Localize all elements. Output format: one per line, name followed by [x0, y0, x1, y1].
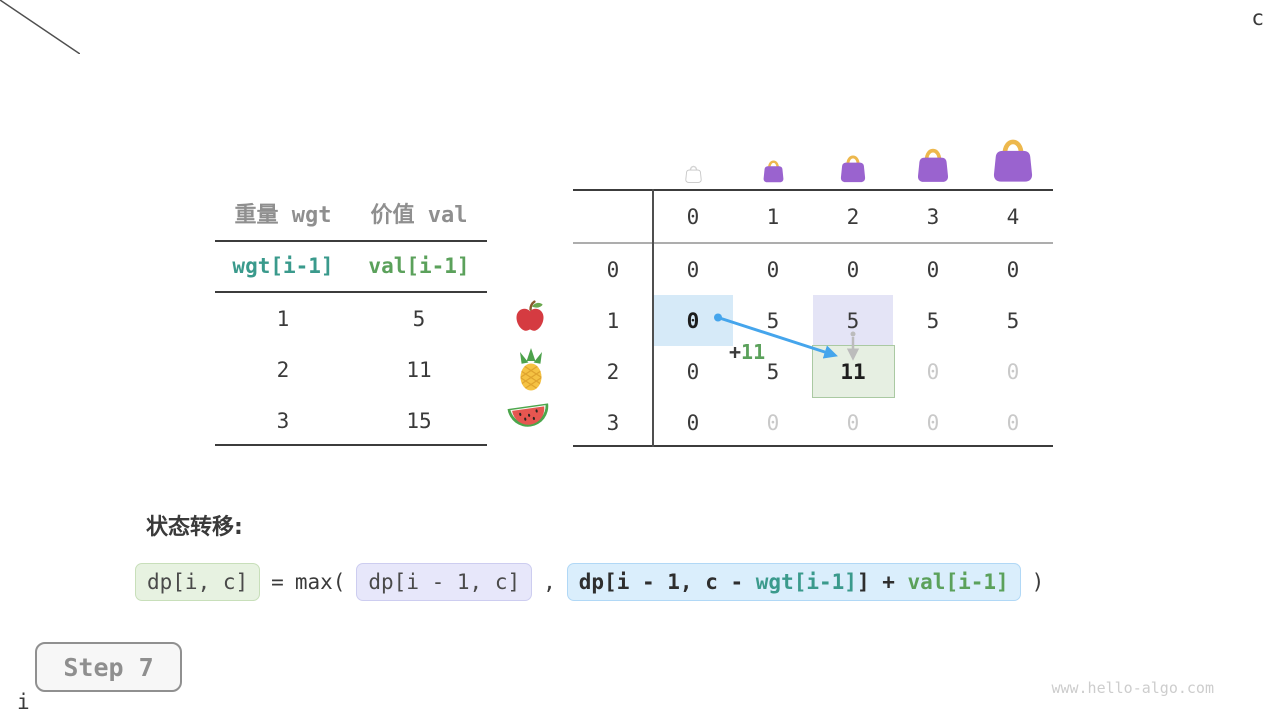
items-table-mid-divider	[215, 291, 487, 293]
item-axis-label: i	[17, 690, 30, 714]
dp-cell: 0	[1006, 257, 1020, 282]
dp-vertical-divider	[652, 189, 654, 447]
dp-cell: 0	[926, 359, 940, 384]
weight-column-header: 重量 wgt	[234, 203, 332, 228]
dp-cell: 0	[1006, 359, 1020, 384]
item-cell: 5	[412, 306, 426, 331]
formula-part-teal: wgt[i-1]	[755, 570, 857, 594]
formula-part-dark: ] +	[856, 570, 908, 594]
bag-icon-capacity-2	[838, 150, 868, 187]
formula-part-dark: dp[i - 1, c -	[578, 570, 756, 594]
close-paren: )	[1031, 570, 1045, 594]
dp-cell: 11	[840, 359, 866, 384]
bag-icon-capacity-4	[989, 131, 1037, 187]
dp-col-header: 0	[686, 205, 700, 229]
bag-icon-capacity-1	[761, 156, 786, 187]
item-cell: 15	[406, 408, 432, 433]
dp-cell: 5	[846, 308, 860, 333]
item-cell: 11	[406, 357, 432, 382]
dp-col-header: 2	[846, 205, 860, 229]
items-table-rows: 1 5 2 11 3 15	[215, 293, 487, 446]
state-transition-formula: dp[i, c] = max( dp[i - 1, c] , dp[i - 1,…	[135, 562, 1044, 602]
formula-arg1-box: dp[i - 1, c]	[356, 563, 533, 601]
items-table-bottom-divider	[215, 444, 487, 446]
apple-icon	[511, 297, 551, 339]
dp-cell: 0	[846, 410, 860, 435]
dp-row-header: 1	[606, 308, 620, 333]
value-column-header: 价值 val	[370, 203, 468, 228]
dp-row-header: 2	[606, 359, 620, 384]
gain-value: 11	[741, 340, 766, 364]
dp-cell: 0	[766, 410, 780, 435]
dp-cell: 0	[1006, 410, 1020, 435]
dp-row-header: 3	[606, 410, 620, 435]
dp-cell: 0	[686, 359, 700, 384]
dp-cell: 5	[926, 308, 940, 333]
item-row: 2 11	[215, 344, 487, 395]
item-cell: 1	[276, 306, 290, 331]
watermelon-icon	[505, 398, 550, 445]
items-table-header: 重量 wgt 价值 val	[215, 197, 487, 229]
bag-icon-capacity-3	[914, 142, 952, 187]
formula-arg2-box: dp[i - 1, c - wgt[i-1]] + val[i-1]	[566, 563, 1021, 601]
dp-cell: 5	[766, 308, 780, 333]
pineapple-icon	[513, 348, 553, 391]
items-table-index-row: wgt[i-1] val[i-1]	[215, 254, 487, 278]
item-cell: 3	[276, 408, 290, 433]
item-row: 3 15	[215, 395, 487, 446]
items-table-top-divider	[215, 240, 487, 242]
transition-gain-annotation: +11	[729, 340, 765, 364]
dp-cell: 0	[686, 308, 700, 333]
dp-corner-cell: c i	[0, 0, 1264, 714]
dp-cell: 0	[766, 257, 780, 282]
dp-top-border	[573, 189, 1053, 191]
item-cell: 2	[276, 357, 290, 382]
dp-row-header: 0	[606, 257, 620, 282]
plus-sign: +	[729, 340, 742, 364]
equals-sign: =	[271, 570, 284, 594]
dp-cell: 0	[686, 257, 700, 282]
diagonal-line	[0, 0, 80, 54]
formula-label: 状态转移:	[146, 515, 243, 540]
dp-header-divider	[573, 242, 1053, 244]
dp-col-header: 1	[766, 205, 780, 229]
dp-col-header: 3	[926, 205, 940, 229]
val-index-label: val[i-1]	[368, 254, 470, 278]
formula-part-green: val[i-1]	[907, 570, 1009, 594]
max-open: max(	[294, 570, 346, 594]
dp-cell: 5	[766, 359, 780, 384]
watermark: www.hello-algo.com	[1051, 679, 1214, 697]
dp-col-header: 4	[1006, 205, 1020, 229]
formula-lhs-box: dp[i, c]	[135, 563, 261, 601]
dp-cell: 0	[926, 410, 940, 435]
wgt-index-label: wgt[i-1]	[232, 254, 334, 278]
dp-cell: 0	[686, 410, 700, 435]
dp-bottom-border	[573, 445, 1053, 447]
dp-cell: 5	[1006, 308, 1020, 333]
bag-icon-capacity-0	[684, 162, 703, 187]
capacity-axis-label: c	[1251, 6, 1264, 30]
dp-cell: 0	[926, 257, 940, 282]
step-badge[interactable]: Step 7	[35, 642, 182, 692]
dp-cell: 0	[846, 257, 860, 282]
comma: ,	[543, 570, 556, 594]
